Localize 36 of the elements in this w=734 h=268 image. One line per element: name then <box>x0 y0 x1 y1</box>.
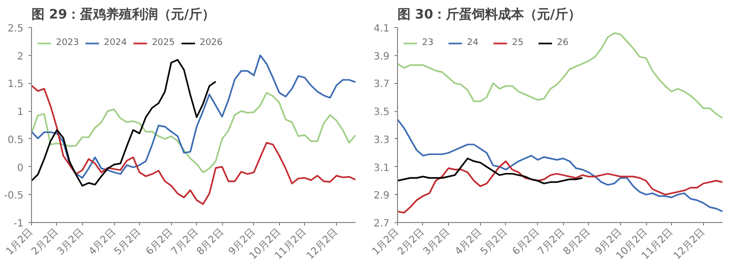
y-tick-label: 0.5 <box>8 134 24 146</box>
legend-label: 25 <box>512 38 524 48</box>
line-series <box>32 59 217 187</box>
legend-label: 2024 <box>104 38 127 48</box>
y-tick-label: -0.5 <box>4 190 24 202</box>
legend-label: 26 <box>557 38 570 48</box>
chart-title: 图 30：斤蛋饲料成本（元/斤） <box>398 6 581 22</box>
y-tick-label: 4.1 <box>374 24 390 34</box>
y-tick-label: 3.9 <box>374 51 390 62</box>
legend-label: 24 <box>467 38 480 48</box>
y-tick-label: 3.7 <box>374 79 390 90</box>
y-tick-label: 0 <box>17 162 24 174</box>
y-tick-label: 3.1 <box>374 162 390 174</box>
line-series <box>32 84 356 205</box>
x-tick-label: 12月2日 <box>672 226 708 262</box>
legend-label: 2023 <box>56 38 79 48</box>
legend-label: 2025 <box>152 38 175 48</box>
y-tick-label: 3.5 <box>374 107 390 118</box>
chart-title: 图 29：蛋鸡养殖利润（元/斤） <box>32 6 215 22</box>
line-series <box>398 118 722 212</box>
line-series <box>32 54 356 179</box>
line-series <box>32 92 356 174</box>
legend-label: 23 <box>422 38 434 48</box>
line-series <box>398 158 584 184</box>
y-tick-label: 2.7 <box>374 218 390 230</box>
y-tick-label: 2 <box>17 51 24 62</box>
y-tick-label: 3.3 <box>374 134 390 146</box>
y-tick-label: -1 <box>14 218 24 230</box>
x-tick-label: 12月2日 <box>304 226 340 262</box>
line-series <box>398 32 722 119</box>
y-tick-label: 1 <box>17 107 24 118</box>
y-tick-label: 2.9 <box>374 190 390 202</box>
legend-label: 2026 <box>200 38 223 48</box>
line-series <box>398 160 722 214</box>
y-tick-label: 2.5 <box>8 24 24 34</box>
y-tick-label: 1.5 <box>8 79 24 90</box>
